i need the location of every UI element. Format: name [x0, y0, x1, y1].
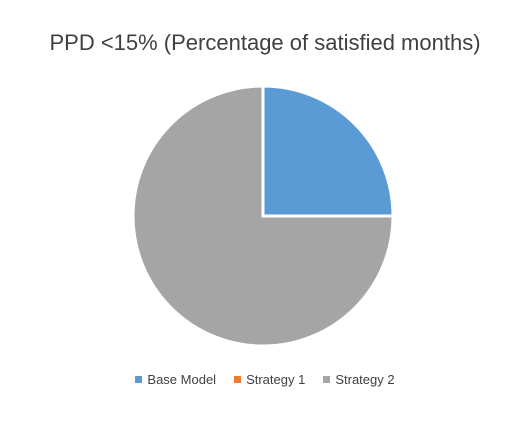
legend-swatch-strategy-1 — [234, 376, 242, 383]
chart-legend: Base Model Strategy 1 Strategy 2 — [0, 372, 530, 387]
pie-slices — [131, 84, 395, 348]
legend-item-base-model: Base Model — [135, 372, 216, 387]
chart-title: PPD <15% (Percentage of satisfied months… — [49, 30, 481, 55]
legend-item-strategy-2: Strategy 2 — [323, 372, 395, 387]
legend-swatch-strategy-2 — [323, 376, 331, 383]
pie-slice-strategy-2 — [131, 84, 395, 348]
pie-slice-base-model — [261, 84, 395, 218]
legend-label-strategy-2: Strategy 2 — [335, 372, 395, 387]
legend-item-strategy-1: Strategy 1 — [234, 372, 305, 387]
legend-swatch-base-model — [135, 376, 143, 383]
legend-label-base-model: Base Model — [147, 372, 217, 387]
legend-label-strategy-1: Strategy 1 — [246, 372, 306, 387]
